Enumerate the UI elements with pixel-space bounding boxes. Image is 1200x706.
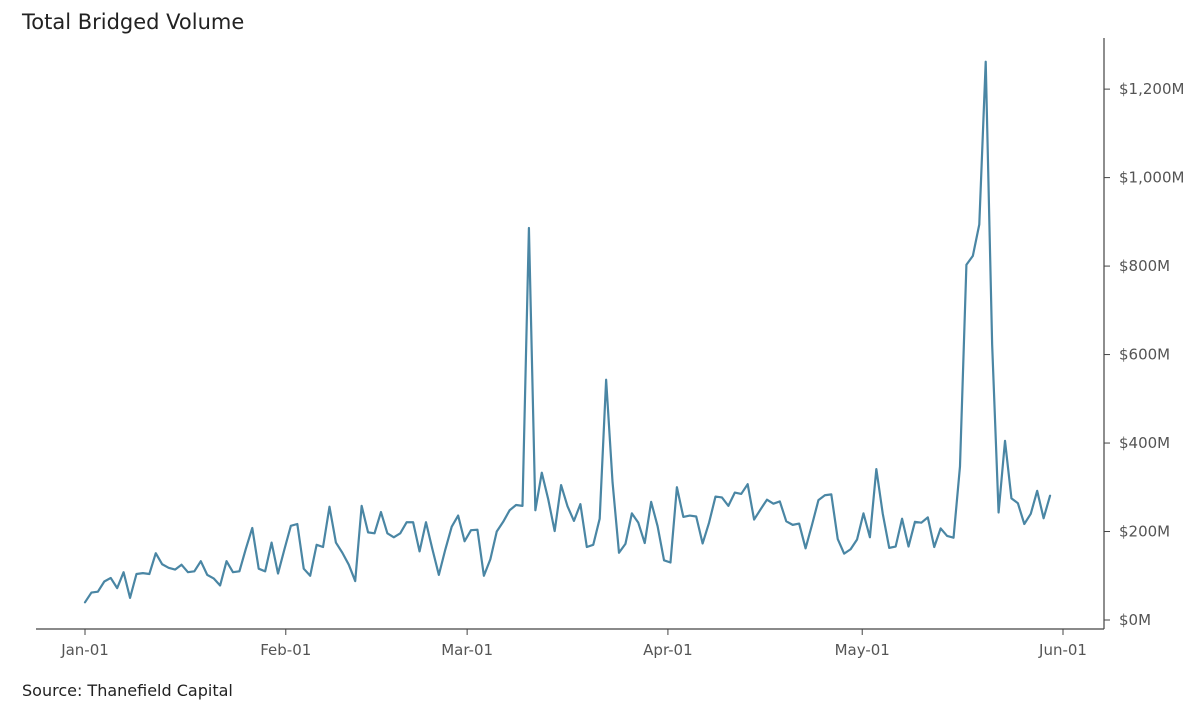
chart-axes — [36, 38, 1105, 630]
y-tick-label: $800M — [1119, 257, 1170, 275]
source-note: Source: Thanefield Capital — [22, 681, 233, 700]
x-tick-label: Feb-01 — [260, 641, 311, 659]
x-axis-ticks: Jan-01 Feb-01 Mar-01 Apr-01 May-01 Jun-01 — [60, 629, 1087, 659]
y-tick-label: $1,200M — [1119, 80, 1184, 98]
y-tick-label: $400M — [1119, 434, 1170, 452]
series-group — [83, 60, 1052, 604]
y-tick-label: $600M — [1119, 346, 1170, 364]
chart-title: Total Bridged Volume — [22, 10, 245, 34]
x-tick-label: Apr-01 — [643, 641, 693, 659]
x-tick-label: Jan-01 — [60, 641, 109, 659]
x-tick-label: May-01 — [835, 641, 890, 659]
y-tick-label: $0M — [1119, 611, 1151, 629]
x-tick-label: Jun-01 — [1038, 641, 1087, 659]
series-line — [83, 60, 1052, 604]
x-tick-label: Mar-01 — [441, 641, 493, 659]
y-axis-ticks: $0M $200M $400M $600M $800M $1,000M $1,200M — [1104, 80, 1184, 629]
y-tick-label: $1,000M — [1119, 169, 1184, 187]
y-tick-label: $200M — [1119, 523, 1170, 541]
